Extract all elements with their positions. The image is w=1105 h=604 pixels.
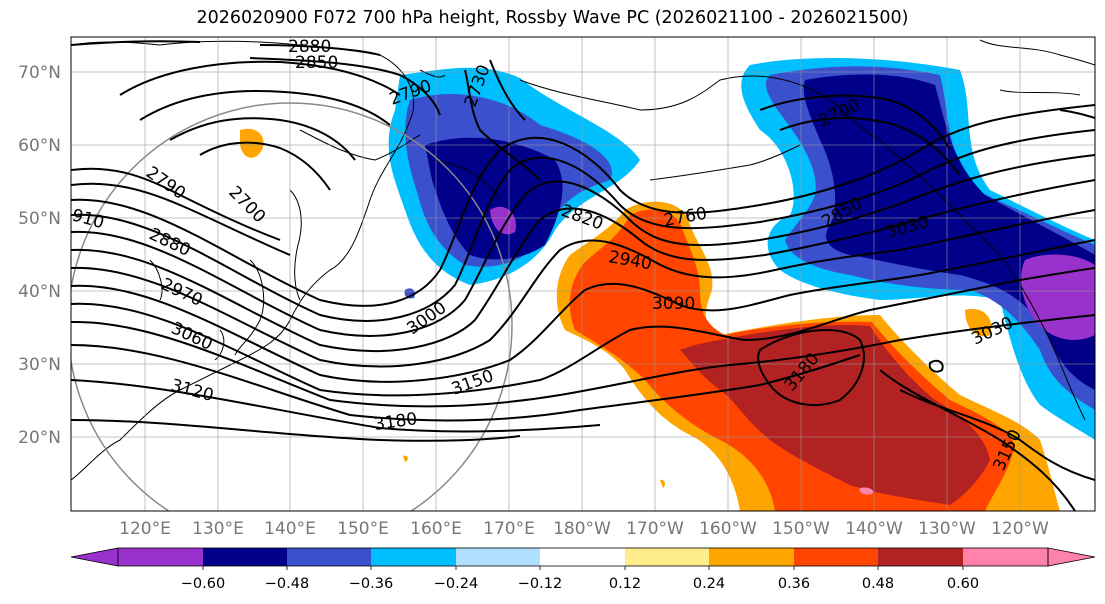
longitude-label: 150°E bbox=[337, 519, 389, 539]
longitude-label: 160°W bbox=[699, 519, 757, 539]
longitude-label: 140°E bbox=[264, 519, 316, 539]
colorbar-segment bbox=[963, 548, 1048, 566]
colorbar-segment bbox=[203, 548, 287, 566]
map-frame bbox=[70, 36, 1096, 512]
colorbar-frame bbox=[117, 547, 1049, 567]
latitude-label: 50°N bbox=[18, 209, 61, 229]
colorbar-tick-label: −0.12 bbox=[518, 576, 562, 592]
colorbar-tick-label: 0.60 bbox=[947, 576, 979, 592]
colorbar: −0.60 −0.48 −0.36 −0.24 −0.12 0.12 0.24 … bbox=[70, 547, 1096, 592]
latitude-label: 60°N bbox=[18, 136, 61, 156]
colorbar-segment bbox=[287, 548, 371, 566]
range-circle bbox=[71, 102, 513, 511]
colorbar-tick-label: −0.24 bbox=[434, 576, 478, 592]
longitude-label: 170°E bbox=[483, 519, 535, 539]
latitude-labels: 70°N 60°N 50°N 40°N 30°N 20°N bbox=[18, 63, 61, 448]
colorbar-segment bbox=[709, 548, 794, 566]
colorbar-tick-label: 0.24 bbox=[693, 576, 725, 592]
colorbar-tick-label: −0.36 bbox=[349, 576, 393, 592]
longitude-label: 140°W bbox=[845, 519, 903, 539]
longitude-label: 160°E bbox=[410, 519, 462, 539]
latitude-label: 70°N bbox=[18, 63, 61, 83]
map-title: 2026020900 F072 700 hPa height, Rossby W… bbox=[196, 8, 909, 28]
latitude-label: 30°N bbox=[18, 355, 61, 375]
colorbar-segment bbox=[456, 548, 540, 566]
map-plot-area: 2880 2850 2790 2730 2700 2820 2760 2940 … bbox=[71, 37, 1095, 511]
longitude-label: 130°E bbox=[192, 519, 244, 539]
height-contours bbox=[71, 40, 1095, 511]
colorbar-segment bbox=[878, 548, 963, 566]
longitude-labels: 120°E 130°E 140°E 150°E 160°E 170°E 180°… bbox=[119, 519, 1049, 539]
colorbar-segment bbox=[371, 548, 456, 566]
colorbar-tick-label: 0.12 bbox=[609, 576, 641, 592]
latitude-label: 40°N bbox=[18, 282, 61, 302]
longitude-label: 120°W bbox=[991, 519, 1049, 539]
longitude-label: 120°E bbox=[119, 519, 171, 539]
contour-label: 2880 bbox=[288, 37, 331, 57]
colorbar-tick-label: 0.48 bbox=[862, 576, 894, 592]
colorbar-extend-high bbox=[1047, 547, 1096, 567]
colorbar-ticks bbox=[202, 566, 964, 570]
contour-label: 2850 bbox=[295, 53, 338, 73]
colorbar-segment bbox=[625, 548, 709, 566]
longitude-label: 150°W bbox=[772, 519, 830, 539]
colorbar-extend-low bbox=[70, 547, 119, 567]
longitude-label: 130°W bbox=[918, 519, 976, 539]
longitude-label: 180°W bbox=[553, 519, 611, 539]
longitude-label: 170°W bbox=[626, 519, 684, 539]
colorbar-segment bbox=[118, 548, 203, 566]
contour-label: 3090 bbox=[652, 294, 695, 314]
colorbar-tick-label: −0.48 bbox=[265, 576, 309, 592]
latitude-label: 20°N bbox=[18, 428, 61, 448]
colorbar-tick-label: 0.36 bbox=[778, 576, 810, 592]
colorbar-segment bbox=[794, 548, 878, 566]
colorbar-segment bbox=[540, 548, 625, 566]
colorbar-tick-label: −0.60 bbox=[181, 576, 225, 592]
